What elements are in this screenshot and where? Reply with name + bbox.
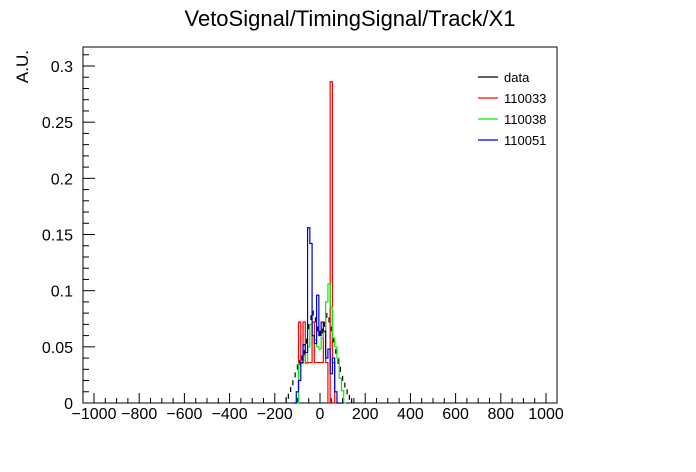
series-layer — [285, 81, 353, 404]
x-tick-label: −800 — [121, 406, 157, 423]
x-tick-label: −200 — [257, 406, 293, 423]
y-tick-label: 0.25 — [42, 115, 73, 132]
y-tick-label: 0.05 — [42, 340, 73, 357]
x-tick-label: 400 — [397, 406, 424, 423]
legend-label-data: data — [504, 70, 530, 85]
legend: data 110033 110038 110051 — [478, 70, 546, 148]
series-110038-line — [294, 283, 346, 404]
chart-title: VetoSignal/TimingSignal/Track/X1 — [185, 6, 516, 31]
y-tick-label: 0 — [64, 396, 73, 413]
x-tick-label: 200 — [352, 406, 379, 423]
x-tick-label: 0 — [316, 406, 325, 423]
x-tick-label: −400 — [212, 406, 248, 423]
x-tick-label: 1000 — [528, 406, 564, 423]
y-tick-label: 0.3 — [51, 59, 73, 76]
x-tick-label: −1000 — [72, 406, 117, 423]
y-axis: 0 0.05 0.1 0.15 0.2 0.25 0.3 — [42, 54, 95, 413]
legend-label-110051: 110051 — [504, 133, 546, 148]
x-tick-label: 800 — [487, 406, 514, 423]
y-tick-label: 0.2 — [51, 171, 73, 188]
y-tick-label: 0.1 — [51, 284, 73, 301]
series-110033-line — [297, 81, 340, 404]
legend-label-110038: 110038 — [504, 112, 546, 127]
x-axis: −1000 −800 −600 −400 −200 0 200 400 600 800 1000 — [72, 393, 564, 423]
y-axis-label: A.U. — [13, 50, 32, 83]
x-tick-label: −600 — [166, 406, 202, 423]
x-tick-label: 600 — [442, 406, 469, 423]
y-tick-label: 0.15 — [42, 228, 73, 245]
series-110051-line — [294, 227, 344, 404]
legend-label-110033: 110033 — [504, 91, 546, 106]
